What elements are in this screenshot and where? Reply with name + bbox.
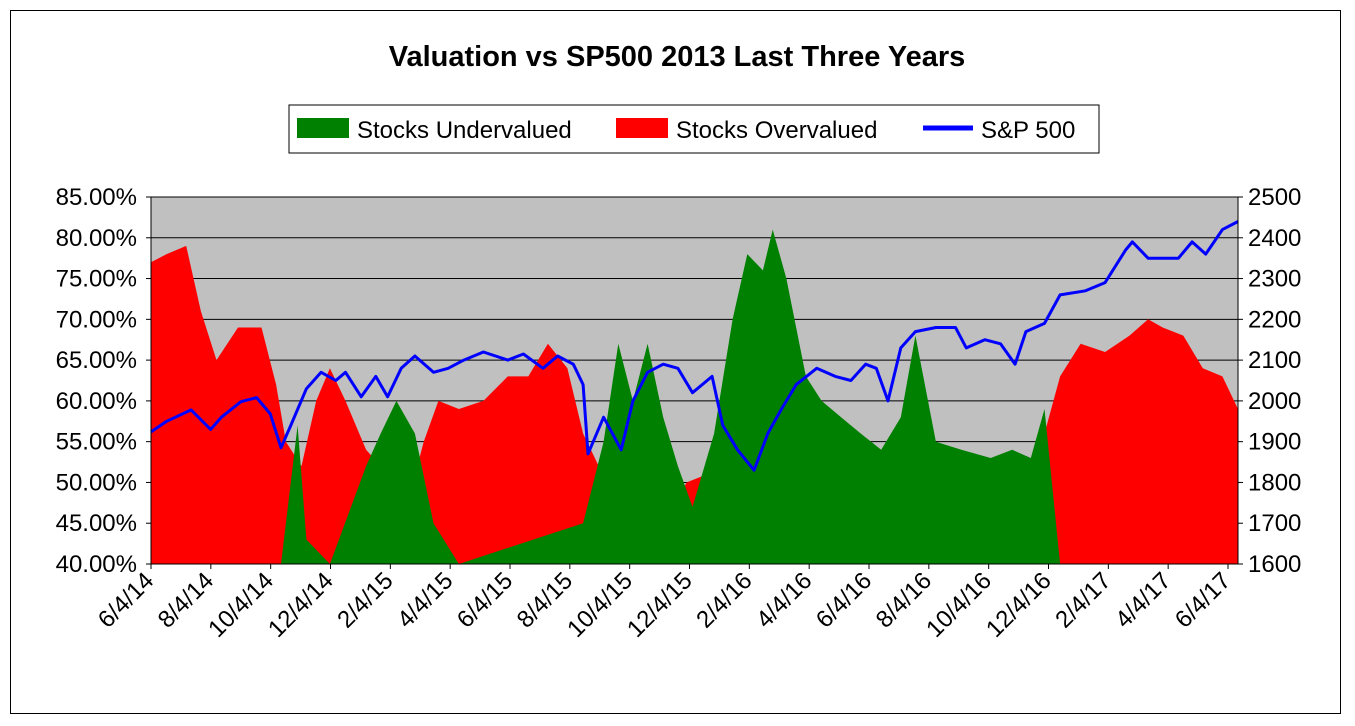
legend-label-undervalued: Stocks Undervalued: [357, 117, 572, 144]
legend-label-sp500: S&P 500: [981, 117, 1075, 144]
legend-swatch-undervalued: [297, 118, 349, 138]
x-tick-label: 2/4/17: [1050, 567, 1116, 633]
chart-frame: Valuation vs SP500 2013 Last Three Years…: [10, 10, 1341, 714]
plot-border: [150, 196, 1239, 565]
y-right-tick-label: 2300: [1248, 266, 1301, 293]
plot-area: [150, 196, 1239, 565]
y-right-tick-label: 2100: [1248, 347, 1301, 374]
x-tick-label: 10/4/14: [203, 567, 279, 643]
series-line-sp-500: [150, 220, 1239, 472]
x-tick-label: 12/4/16: [981, 567, 1057, 643]
series-area-stocks-undervalued: [151, 229, 1238, 564]
chart-title: Valuation vs SP500 2013 Last Three Years: [389, 41, 966, 73]
y-left-tick-label: 80.00%: [56, 225, 137, 252]
y-right-tick-label: 1700: [1248, 510, 1301, 537]
x-tick-label: 6/4/17: [1170, 567, 1236, 633]
y-right-tick-label: 2400: [1248, 225, 1301, 252]
y-left-tick-label: 55.00%: [56, 429, 137, 456]
y-right-tick-label: 2200: [1248, 306, 1301, 333]
y-left-tick-label: 75.00%: [56, 266, 137, 293]
y-right-tick-label: 2000: [1248, 388, 1301, 415]
legend: Stocks Undervalued Stocks Overvalued S&P…: [288, 104, 1100, 154]
y-left-tick-label: 60.00%: [56, 388, 137, 415]
y-left-tick-label: 70.00%: [56, 306, 137, 333]
x-tick-label: 10/4/15: [562, 567, 638, 643]
y-right-tick-label: 1600: [1248, 551, 1301, 578]
x-tick-label: 6/4/15: [452, 567, 518, 633]
x-tick-label: 4/4/16: [751, 567, 817, 633]
y-right-tick-label: 1800: [1248, 469, 1301, 496]
x-tick-label: 12/4/15: [622, 567, 698, 643]
y-right-tick-label: 1900: [1248, 429, 1301, 456]
x-tick-label: 10/4/16: [921, 567, 997, 643]
x-tick-label: 2/4/15: [332, 567, 398, 633]
x-tick-label: 4/4/15: [392, 567, 458, 633]
y-right-tick-label: 2500: [1248, 184, 1301, 211]
chart-svg: Valuation vs SP500 2013 Last Three Years…: [56, 41, 1302, 643]
x-axis: 6/4/148/4/1410/4/1412/4/142/4/154/4/156/…: [93, 564, 1236, 643]
y-left-tick-label: 50.00%: [56, 469, 137, 496]
y-axis-right: 1600 1700 1800 1900 2000 2100 2200 2300 2400 2500: [1238, 184, 1301, 578]
x-tick-label: 2/4/16: [691, 567, 757, 633]
y-left-tick-label: 85.00%: [56, 184, 137, 211]
legend-swatch-overvalued: [616, 118, 668, 138]
y-left-tick-label: 40.00%: [56, 551, 137, 578]
x-tick-label: 6/4/16: [811, 567, 877, 633]
y-left-tick-label: 45.00%: [56, 510, 137, 537]
legend-label-overvalued: Stocks Overvalued: [676, 117, 877, 144]
x-tick-label: 4/4/17: [1110, 567, 1176, 633]
y-axis-left: 40.00% 45.00% 50.00% 55.00% 60.00% 65.00% 70.0…: [56, 184, 151, 578]
x-tick-label: 12/4/14: [263, 567, 339, 643]
y-left-tick-label: 65.00%: [56, 347, 137, 374]
